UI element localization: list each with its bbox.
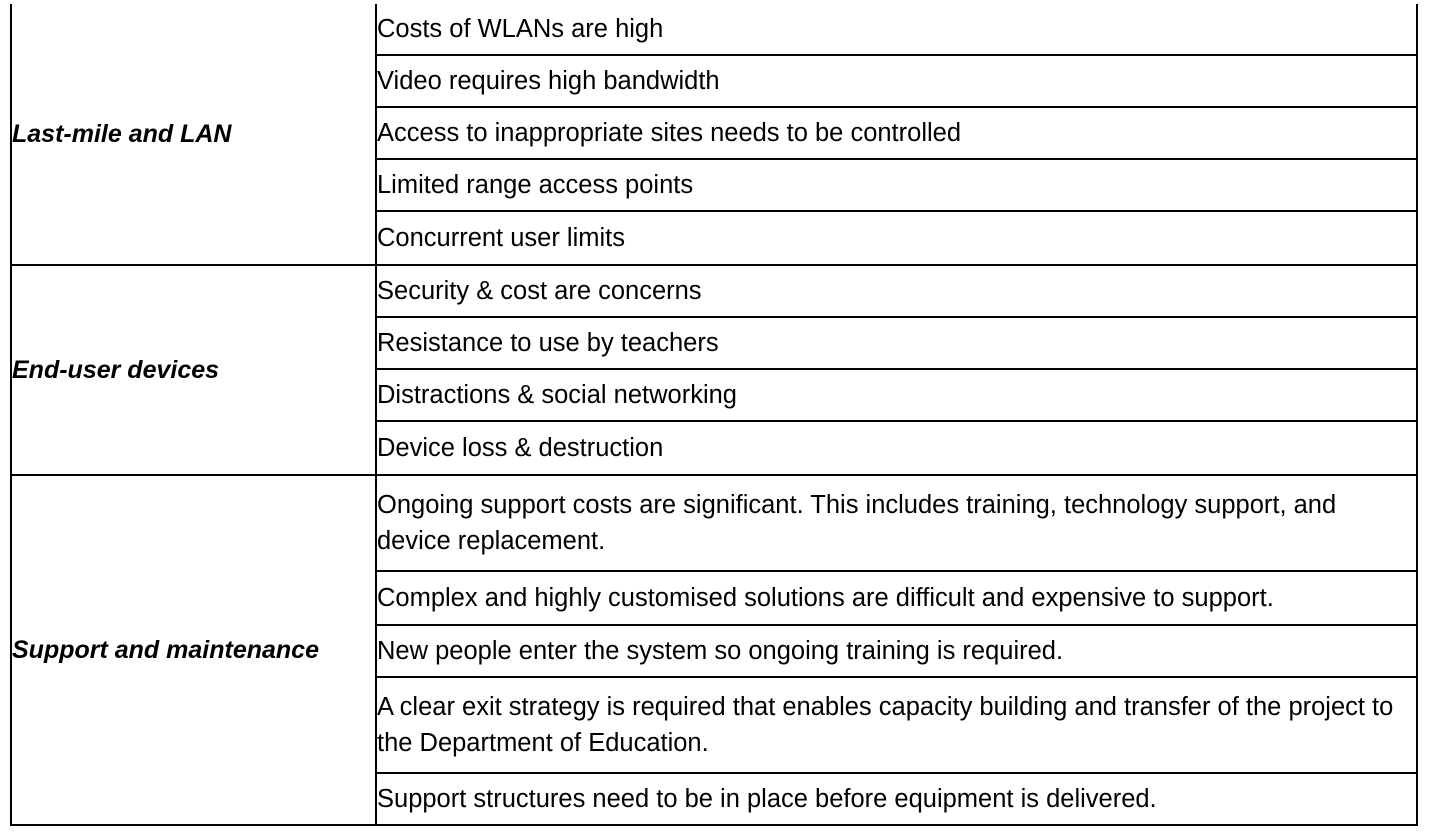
item-text: Concurrent user limits	[377, 224, 625, 252]
table-row: Concurrent user limits	[11, 210, 1418, 266]
item-text: Resistance to use by teachers	[377, 329, 719, 357]
item-text: Security & cost are concerns	[377, 277, 702, 305]
table-row: Access to inappropriate sites needs to b…	[11, 106, 1418, 160]
table-row: Device loss & destruction	[11, 420, 1418, 476]
category-label: End-user devices	[12, 355, 220, 384]
item-cell: Complex and highly customised solutions …	[375, 570, 1418, 626]
category-cell: Support and maintenance	[10, 474, 377, 826]
table-row: Support structures need to be in place b…	[11, 772, 1418, 826]
item-text: New people enter the system so ongoing t…	[377, 637, 1064, 665]
item-cell: A clear exit strategy is required that e…	[375, 676, 1418, 774]
item-text: Limited range access points	[377, 171, 694, 199]
table-row: Last-mile and LAN Costs of WLANs are hig…	[10, 4, 1418, 266]
table-row: Video requires high bandwidth	[11, 54, 1418, 108]
table-row: Distractions & social networking	[11, 368, 1418, 422]
table-row: Resistance to use by teachers	[11, 316, 1418, 370]
category-label: Support and maintenance	[12, 635, 319, 664]
item-text: Support structures need to be in place b…	[377, 785, 1157, 813]
item-cell: Limited range access points	[375, 158, 1418, 212]
item-cell: Support structures need to be in place b…	[375, 772, 1418, 826]
table-row: Limited range access points	[11, 158, 1418, 212]
item-cell: Concurrent user limits	[375, 210, 1418, 266]
item-text: Video requires high bandwidth	[377, 67, 720, 95]
item-cell: Security & cost are concerns	[375, 264, 1418, 318]
challenges-table: Last-mile and LAN Costs of WLANs are hig…	[10, 4, 1418, 826]
item-text: Ongoing support costs are significant. T…	[377, 491, 1337, 555]
table-row: New people enter the system so ongoing t…	[11, 624, 1418, 678]
table-row: End-user devices Security & cost are con…	[10, 264, 1418, 476]
item-text: Complex and highly customised solutions …	[377, 584, 1274, 612]
item-cell: Device loss & destruction	[375, 420, 1418, 476]
table-row: Support and maintenance Ongoing support …	[10, 474, 1418, 826]
item-cell: Resistance to use by teachers	[375, 316, 1418, 370]
item-text: Access to inappropriate sites needs to b…	[377, 119, 962, 147]
item-text: Device loss & destruction	[377, 434, 664, 462]
table-row: Complex and highly customised solutions …	[11, 570, 1418, 626]
category-label: Last-mile and LAN	[12, 119, 232, 148]
item-text: Costs of WLANs are high	[377, 15, 664, 43]
item-cell: Video requires high bandwidth	[375, 54, 1418, 108]
item-cell: Costs of WLANs are high	[375, 4, 1418, 56]
item-cell: Access to inappropriate sites needs to b…	[375, 106, 1418, 160]
item-cell: Ongoing support costs are significant. T…	[375, 474, 1418, 572]
item-text: A clear exit strategy is required that e…	[377, 693, 1394, 757]
item-cell: Distractions & social networking	[375, 368, 1418, 422]
item-text: Distractions & social networking	[377, 381, 737, 409]
category-cell: End-user devices	[10, 264, 377, 476]
item-cell: New people enter the system so ongoing t…	[375, 624, 1418, 678]
table-row: A clear exit strategy is required that e…	[11, 676, 1418, 774]
category-cell: Last-mile and LAN	[10, 4, 377, 266]
